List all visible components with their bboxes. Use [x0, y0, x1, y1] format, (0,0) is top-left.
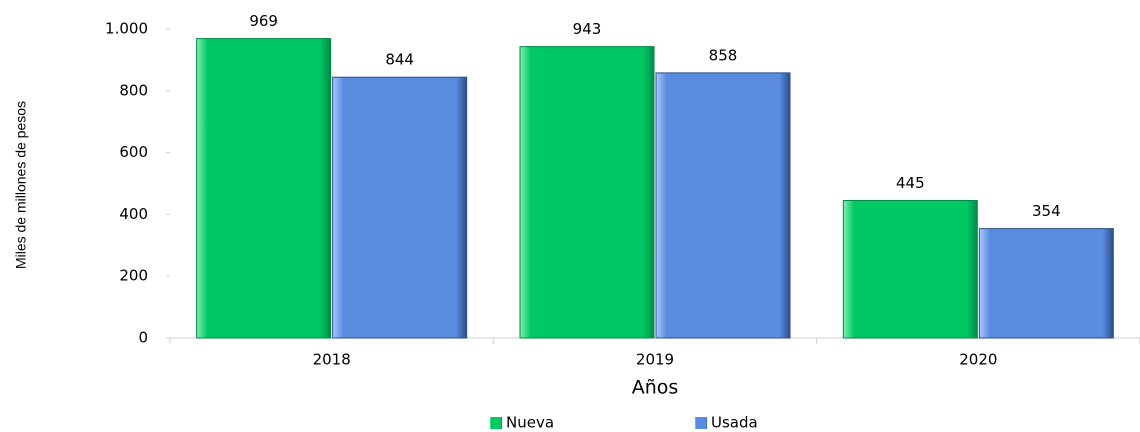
data-label: 858	[709, 46, 738, 64]
y-tick-label: 400	[119, 205, 148, 223]
bar	[842, 199, 978, 339]
legend-swatch	[695, 417, 707, 429]
y-axis-label: Miles de millones de pesos	[13, 101, 29, 269]
x-tick-label: 2019	[636, 351, 674, 369]
bar	[978, 228, 1114, 339]
legend-swatch	[490, 417, 502, 429]
y-tick-label: 1.000	[105, 20, 148, 38]
y-tick-label: 800	[119, 81, 148, 99]
data-label: 445	[896, 174, 925, 192]
bar	[519, 46, 655, 339]
x-axis-label: Años	[632, 377, 679, 399]
data-label: 969	[249, 12, 278, 30]
data-label: 943	[573, 20, 602, 38]
bar	[196, 38, 332, 339]
y-tick-label: 600	[119, 143, 148, 161]
x-tick-label: 2020	[959, 351, 997, 369]
legend-label: Usada	[711, 414, 758, 432]
y-tick-label: 200	[119, 267, 148, 285]
bar	[332, 76, 468, 339]
data-label: 844	[385, 51, 414, 69]
data-label: 354	[1032, 202, 1061, 220]
legend-label: Nueva	[506, 414, 554, 432]
bar	[655, 72, 791, 339]
y-tick-label: 0	[138, 329, 148, 347]
x-tick-label: 2018	[313, 351, 351, 369]
